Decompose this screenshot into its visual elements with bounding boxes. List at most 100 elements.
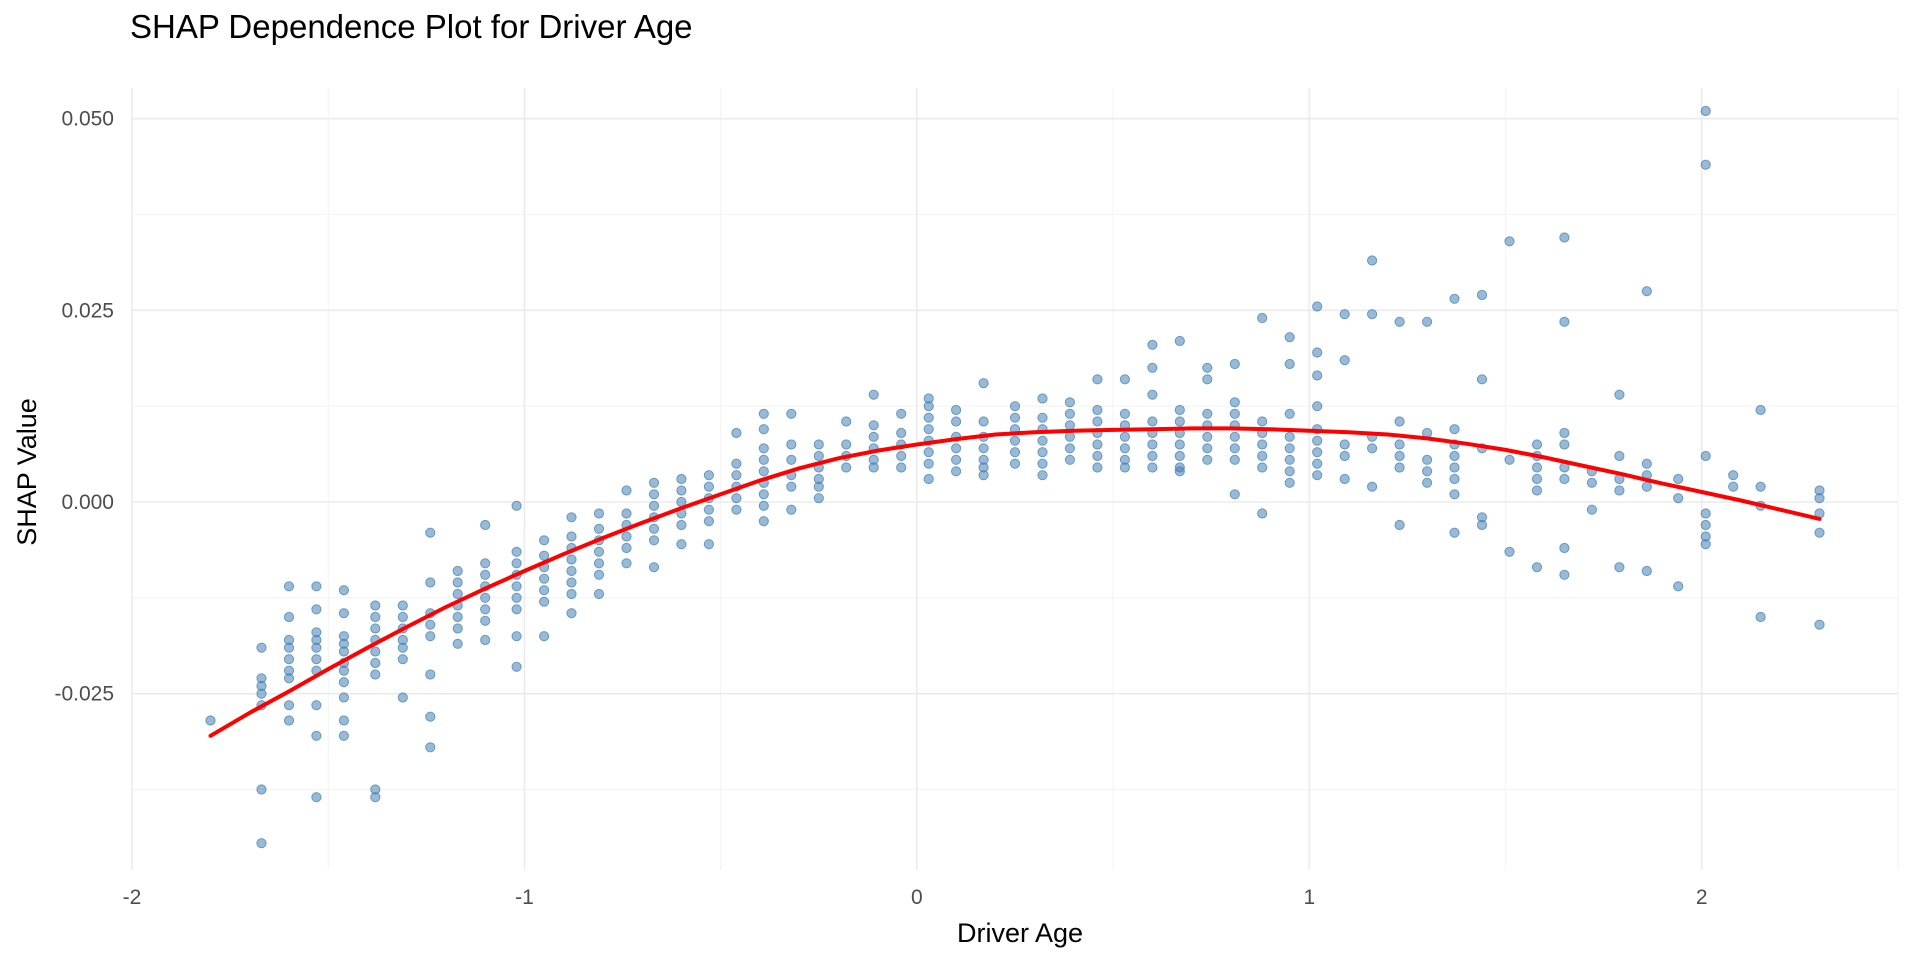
scatter-point [1037, 458, 1048, 469]
scatter-point [923, 401, 934, 412]
scatter-point [1312, 370, 1323, 381]
chart-title: SHAP Dependence Plot for Driver Age [130, 8, 693, 45]
scatter-point [1174, 416, 1185, 427]
scatter-point [566, 588, 577, 600]
scatter-point [923, 412, 934, 423]
scatter-point [1367, 443, 1378, 454]
scatter-point [511, 500, 522, 511]
scatter-point [1700, 105, 1711, 117]
scatter-point [1614, 450, 1625, 462]
scatter-point [758, 500, 769, 511]
smooth-line-layer [208, 426, 1822, 738]
scatter-point [1394, 439, 1405, 450]
scatter-point [621, 508, 632, 519]
scatter-point [1814, 527, 1825, 538]
scatter-point [1700, 519, 1711, 531]
scatter-point [338, 665, 349, 676]
scatter-point [648, 500, 660, 511]
scatter-point [338, 730, 349, 741]
scatter-point [1064, 431, 1076, 442]
scatter-point [1339, 450, 1350, 462]
scatter-point [452, 588, 463, 600]
scatter-point [868, 420, 879, 431]
scatter-point [1009, 412, 1021, 423]
scatter-point [896, 427, 907, 439]
scatter-point [566, 512, 577, 523]
scatter-point [283, 700, 295, 711]
scatter-points [205, 105, 1825, 849]
scatter-point [425, 527, 436, 538]
scatter-point [452, 638, 463, 649]
y-axis-title: SHAP Value [12, 398, 42, 546]
scatter-point [896, 408, 907, 419]
scatter-point [1202, 374, 1213, 385]
scatter-point [813, 481, 824, 492]
scatter-point [951, 454, 962, 465]
scatter-point [1092, 404, 1103, 416]
scatter-point [786, 481, 797, 492]
scatter-point [311, 642, 322, 653]
scatter-point [1673, 493, 1684, 504]
scatter-point [480, 519, 491, 531]
scatter-point [1229, 431, 1240, 442]
scatter-point [1814, 619, 1825, 630]
scatter-point [452, 577, 463, 588]
scatter-point [425, 669, 436, 680]
gridlines [131, 88, 1899, 870]
scatter-point [1504, 236, 1515, 247]
scatter-point [370, 611, 381, 623]
scatter-point [1449, 527, 1460, 538]
y-tick-label: -0.025 [54, 683, 114, 706]
scatter-point [1755, 481, 1766, 492]
scatter-point [1037, 470, 1048, 481]
scatter-point [923, 458, 934, 469]
scatter-point [1037, 447, 1048, 458]
scatter-point [758, 516, 769, 527]
scatter-point [480, 592, 491, 603]
scatter-point [480, 558, 491, 569]
scatter-point [480, 615, 491, 626]
scatter-point [648, 477, 660, 488]
scatter-point [1367, 255, 1378, 266]
scatter-point [256, 642, 267, 653]
scatter-point [1312, 435, 1323, 446]
scatter-point [370, 623, 381, 634]
scatter-point [511, 604, 522, 615]
scatter-point [1614, 389, 1625, 400]
scatter-point [1312, 470, 1323, 481]
scatter-point [1257, 416, 1268, 427]
scatter-point [511, 661, 522, 672]
scatter-point [841, 416, 852, 427]
scatter-point [425, 577, 436, 588]
scatter-point [703, 504, 715, 515]
scatter-point [1202, 454, 1213, 465]
scatter-point [370, 792, 381, 803]
scatter-point [676, 539, 687, 550]
scatter-point [539, 631, 550, 642]
scatter-point [1174, 439, 1185, 450]
scatter-point [1700, 159, 1711, 170]
scatter-point [1700, 508, 1711, 519]
scatter-point [621, 542, 632, 554]
scatter-point [1531, 562, 1543, 573]
scatter-point [1064, 420, 1076, 431]
x-tick-label: 0 [911, 886, 923, 909]
scatter-point [1284, 358, 1295, 370]
scatter-point [256, 784, 267, 795]
x-axis-ticks: -2 -1 0 1 2 [123, 886, 1708, 909]
scatter-point [1559, 316, 1570, 327]
scatter-point [1422, 477, 1433, 488]
scatter-point [566, 554, 577, 565]
scatter-point [1092, 374, 1103, 385]
scatter-point [1755, 611, 1766, 623]
scatter-point [1147, 362, 1158, 373]
scatter-point [1394, 416, 1405, 427]
scatter-point [1174, 404, 1185, 416]
scatter-point [311, 654, 322, 665]
scatter-point [1673, 473, 1684, 485]
scatter-point [1755, 404, 1766, 416]
scatter-point [1700, 539, 1711, 550]
scatter-point [1037, 435, 1048, 446]
scatter-point [539, 573, 550, 584]
scatter-point [1614, 485, 1625, 496]
